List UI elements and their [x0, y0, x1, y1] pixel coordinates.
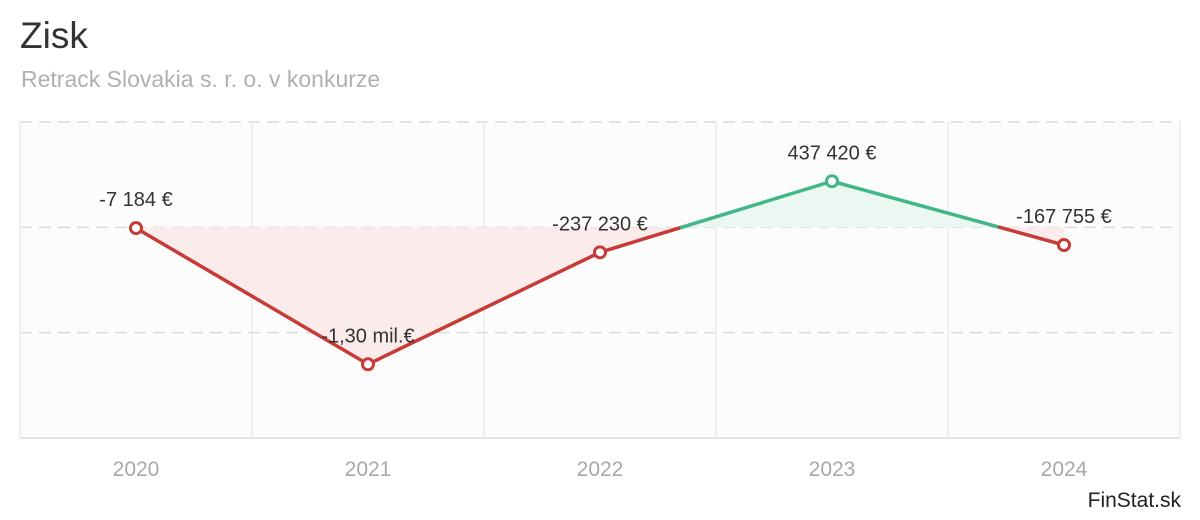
line-segment-negative: [366, 250, 602, 367]
x-tick-label-2024: 2024: [1041, 458, 1088, 481]
line-segment-negative: [598, 225, 684, 255]
data-point-2022: [593, 245, 607, 260]
data-point-2020: [129, 221, 143, 236]
line-segment-negative: [997, 225, 1066, 247]
data-label-2024: -167 755 €: [1016, 206, 1112, 228]
x-tick-label-2022: 2022: [577, 458, 624, 481]
x-tick-label-2021: 2021: [345, 458, 392, 481]
data-label-2021: -1,30 mil.€: [321, 325, 414, 347]
area-negative: [368, 227, 600, 365]
chart-subtitle: Retrack Slovakia s. r. o. v konkurze: [21, 66, 381, 92]
plot-area: [20, 122, 1180, 438]
brand-label[interactable]: FinStat.sk: [1087, 489, 1181, 512]
data-point-2021: [361, 357, 375, 372]
data-point-2023: [825, 174, 839, 189]
data-labels: -7 184 € -1,30 mil.€ -237 230 € 437 420 € -1…: [99, 142, 1112, 347]
data-points: [129, 174, 1071, 372]
series-line: [134, 179, 1066, 367]
data-label-2023: 437 420 €: [788, 142, 877, 164]
plot-background: [20, 122, 1180, 438]
data-point-2024: [1057, 238, 1071, 253]
line-segment-positive: [679, 179, 834, 230]
x-tick-label-2023: 2023: [809, 458, 856, 481]
data-label-2020: -7 184 €: [99, 189, 172, 211]
data-label-2022: -237 230 €: [552, 213, 648, 235]
line-segment-negative: [134, 226, 370, 367]
chart-title: Zisk: [20, 15, 88, 56]
x-axis-ticks: 2020 2021 2022 2023 2024: [113, 458, 1088, 481]
line-segment-positive: [830, 179, 1002, 230]
x-tick-label-2020: 2020: [113, 458, 160, 481]
